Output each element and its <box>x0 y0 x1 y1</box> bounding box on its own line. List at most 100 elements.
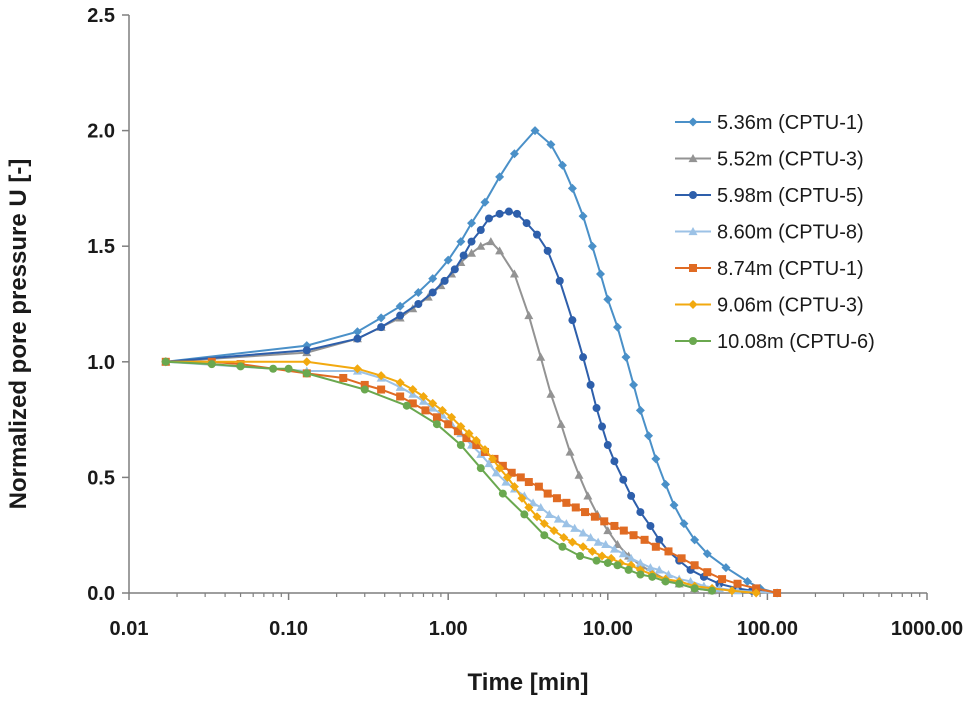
data-point <box>635 405 645 415</box>
data-point <box>476 464 485 473</box>
data-point <box>509 149 519 159</box>
data-point <box>501 477 511 486</box>
data-point <box>597 551 607 561</box>
data-point <box>467 237 476 246</box>
data-point <box>579 353 588 362</box>
data-point <box>536 352 546 361</box>
data-point <box>377 323 386 332</box>
data-point <box>587 241 597 251</box>
data-point <box>727 586 737 596</box>
data-point <box>447 412 457 422</box>
data-point <box>513 209 522 218</box>
data-point <box>302 346 311 355</box>
data-point <box>603 441 612 450</box>
data-point <box>568 316 577 325</box>
data-point <box>733 579 742 588</box>
data-point <box>437 405 447 415</box>
data-point <box>635 558 645 567</box>
data-point <box>488 454 498 464</box>
data-point <box>561 519 571 528</box>
data-point <box>484 214 493 223</box>
data-point <box>530 126 540 136</box>
data-point <box>592 404 601 413</box>
data-point <box>669 500 679 510</box>
data-point <box>395 301 405 311</box>
legend-swatch-marker <box>689 264 697 272</box>
data-point <box>559 533 569 543</box>
data-point <box>421 406 430 415</box>
data-point <box>552 494 561 503</box>
data-point <box>578 211 588 221</box>
x-tick-label: 0.01 <box>110 618 149 640</box>
data-point <box>586 380 595 389</box>
series-line <box>165 360 757 594</box>
data-point <box>504 207 513 216</box>
data-point <box>467 218 477 228</box>
data-point <box>464 428 474 438</box>
series-4 <box>161 357 782 597</box>
data-point <box>751 588 761 598</box>
data-point <box>428 288 437 297</box>
data-point <box>476 226 485 235</box>
legend-swatch-marker <box>688 117 698 127</box>
data-point <box>480 445 490 455</box>
data-point <box>528 498 538 507</box>
data-point <box>444 420 453 429</box>
data-point <box>408 399 417 408</box>
data-point <box>661 479 671 489</box>
data-point <box>543 246 552 255</box>
data-point <box>610 457 619 466</box>
data-point <box>467 248 477 257</box>
legend-label: 8.74m (CPTU-1) <box>717 258 864 280</box>
data-point <box>675 579 684 588</box>
data-point <box>517 493 527 503</box>
data-point <box>395 378 405 388</box>
x-axis-title: Time [min] <box>468 669 589 696</box>
y-tick-label: 2.5 <box>87 5 115 27</box>
data-point <box>516 473 525 482</box>
data-point <box>428 274 438 284</box>
x-tick-label: 1000.00 <box>891 618 963 640</box>
data-point <box>507 468 516 477</box>
data-point <box>644 431 654 441</box>
data-point <box>471 435 481 445</box>
data-point <box>360 385 369 394</box>
y-tick-label: 0.0 <box>87 583 115 605</box>
data-point <box>619 526 628 535</box>
data-point <box>613 561 622 570</box>
data-point <box>654 565 664 574</box>
data-point <box>495 209 504 218</box>
series-3 <box>161 207 782 597</box>
data-point <box>413 287 423 297</box>
data-point <box>472 441 481 450</box>
data-point <box>583 491 593 500</box>
data-point <box>648 572 657 581</box>
data-point <box>450 265 459 274</box>
data-point <box>555 276 564 285</box>
legend-item: 8.60m (CPTU-8) <box>675 222 864 244</box>
data-point <box>690 561 699 570</box>
data-point <box>702 549 712 559</box>
series-7 <box>161 357 717 595</box>
data-point <box>556 419 566 428</box>
axes: 0.0 0.5 1.0 1.5 2.0 2.5 0.01 0.10 1.00 10.00 100.… <box>87 5 963 640</box>
legend: 5.36m (CPTU-1) 5.52m (CPTU-3) 5.98m (CPTU-… <box>675 112 875 353</box>
data-point <box>627 491 636 500</box>
data-point <box>376 313 386 323</box>
legend-swatch-marker <box>688 300 698 309</box>
legend-label: 9.06m (CPTU-3) <box>717 295 864 317</box>
data-point <box>553 514 563 523</box>
legend-label: 8.60m (CPTU-8) <box>717 222 864 244</box>
series-1 <box>161 126 782 598</box>
data-point <box>498 461 507 470</box>
data-point <box>626 553 636 562</box>
data-point <box>352 327 362 337</box>
data-point <box>562 498 571 507</box>
data-point <box>432 420 441 429</box>
x-tick-label: 0.10 <box>269 618 308 640</box>
legend-label: 5.36m (CPTU-1) <box>717 112 864 134</box>
data-point <box>544 509 554 518</box>
data-point <box>524 478 533 487</box>
x-tick-label: 1.00 <box>429 618 468 640</box>
